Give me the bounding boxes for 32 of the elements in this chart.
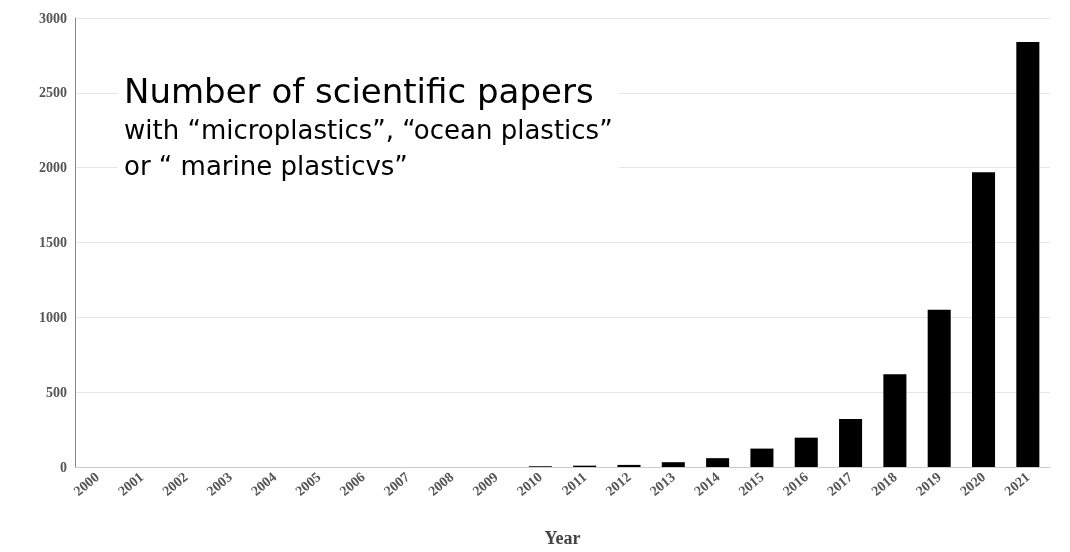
x-tick-label: 2011 xyxy=(558,469,590,499)
bar xyxy=(617,464,641,467)
bar xyxy=(927,309,951,467)
x-tick-label: 2019 xyxy=(912,469,945,499)
bar xyxy=(706,458,730,467)
y-tick-label: 2000 xyxy=(39,160,67,176)
x-tick-label: 2010 xyxy=(514,469,546,499)
x-tick-label: 2000 xyxy=(70,469,102,499)
x-tick-label: 2013 xyxy=(647,469,679,499)
y-tick-label: 500 xyxy=(46,384,67,400)
y-tick-label: 1500 xyxy=(39,235,67,250)
x-tick-label: 2021 xyxy=(1001,469,1033,499)
bar xyxy=(661,462,685,467)
x-tick-label: 2003 xyxy=(203,469,235,499)
y-tick-label: 0 xyxy=(60,459,67,475)
bar xyxy=(972,172,996,467)
x-tick-label: 2002 xyxy=(159,469,191,499)
x-tick-label: 2001 xyxy=(115,469,147,499)
x-axis-title: Year xyxy=(544,528,581,548)
y-tick-label: 3000 xyxy=(39,10,67,26)
y-tick-label: 1000 xyxy=(39,309,67,325)
bar xyxy=(839,419,863,467)
text: with “microplastics”, “ocean plastics” or “ marine plasticvs” xyxy=(124,115,613,181)
text: Number of scientific papers xyxy=(124,71,594,111)
x-tick-label: 2009 xyxy=(469,469,501,499)
bar xyxy=(1016,41,1040,467)
bar xyxy=(794,437,818,467)
y-tick-label: 2500 xyxy=(39,85,67,101)
x-tick-label: 2020 xyxy=(957,469,989,499)
bar xyxy=(750,448,774,467)
x-tick-label: 2012 xyxy=(602,469,634,499)
bar xyxy=(883,374,907,467)
